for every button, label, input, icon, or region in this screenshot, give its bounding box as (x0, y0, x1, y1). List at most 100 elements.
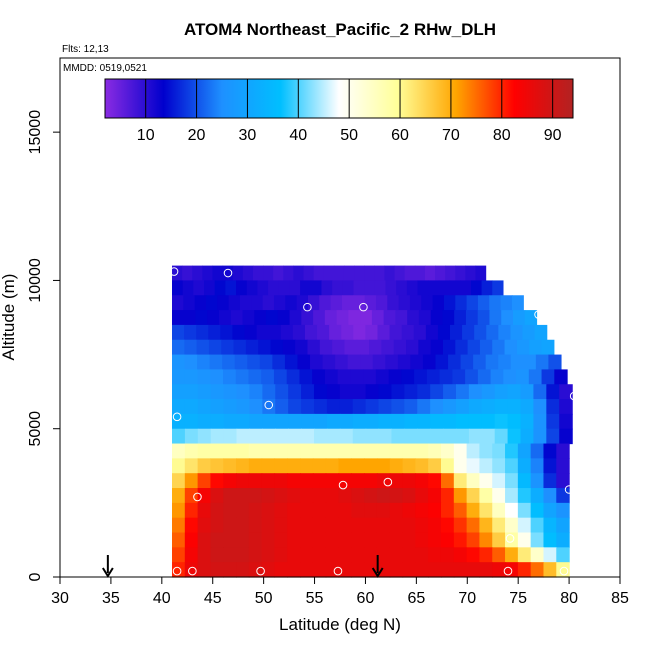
heatmap-cell (197, 562, 212, 578)
sample-point (223, 268, 233, 278)
heatmap-cell (172, 532, 186, 548)
heatmap-cell (533, 413, 547, 430)
heatmap-cell (533, 399, 547, 415)
heatmap-cell (453, 488, 468, 504)
heatmap-cell (364, 488, 378, 504)
heatmap-cell (360, 354, 374, 370)
heatmap-cell (202, 265, 214, 282)
heatmap-cell (268, 280, 280, 296)
heatmap-cell (559, 413, 573, 430)
heatmap-cell (172, 339, 185, 356)
heatmap-cell (520, 399, 535, 415)
colorbar-tick-label: 20 (188, 127, 206, 144)
heatmap-cell (282, 339, 296, 356)
heatmap-cell (273, 295, 286, 311)
heatmap-cell (435, 354, 449, 370)
heatmap-cell (389, 517, 404, 534)
heatmap-cell (546, 413, 560, 430)
heatmap-cell (210, 488, 224, 504)
heatmap-cell (533, 384, 547, 400)
heatmap-cell (312, 502, 327, 519)
heatmap-cell (449, 324, 463, 341)
heatmap-cell (556, 443, 570, 459)
heatmap-cell (428, 547, 442, 563)
heatmap-cell (256, 324, 270, 341)
sample-point (534, 310, 543, 319)
heatmap-cell (312, 562, 327, 578)
heatmap-cell (543, 502, 557, 519)
heatmap-cell (559, 384, 573, 400)
heatmap-cell (492, 547, 506, 563)
heatmap-cell (313, 384, 328, 400)
heatmap-cell (299, 369, 313, 385)
heatmap-cell (338, 547, 352, 563)
heatmap-cell (184, 354, 198, 370)
heatmap-cell (236, 473, 250, 489)
heatmap-cell (283, 265, 294, 282)
heatmap-cell (324, 369, 339, 385)
heatmap-cell (391, 428, 405, 445)
heatmap-cell (530, 547, 545, 563)
heatmap-cell (183, 295, 196, 311)
colorbar-tick-label: 30 (239, 127, 257, 144)
heatmap-cell (210, 443, 224, 459)
heatmap-cell (245, 339, 259, 356)
heatmap-cell (556, 502, 570, 519)
colorbar-tick-label: 40 (289, 127, 307, 144)
heatmap-cell (530, 502, 545, 519)
heatmap-cell (321, 280, 333, 296)
heatmap-cell (319, 295, 332, 311)
heatmap-cell (244, 324, 258, 341)
heatmap-cell (270, 339, 284, 356)
heatmap-cell (430, 413, 444, 430)
heatmap-cell (453, 473, 468, 489)
heatmap-cell (529, 339, 543, 356)
heatmap-cell (313, 413, 328, 430)
heatmap-cell (520, 428, 535, 445)
sample-point (505, 534, 515, 543)
heatmap-cell (350, 369, 364, 385)
heatmap-cell (184, 413, 199, 430)
flights-label: Flts: 12,13 (62, 44, 109, 55)
heatmap-cell (274, 502, 288, 519)
heatmap-cell (261, 547, 276, 563)
heatmap-cell (415, 502, 429, 519)
heatmap-cell (360, 310, 373, 326)
heatmap-cell (505, 547, 519, 563)
heatmap-cell (543, 443, 557, 459)
heatmap-cell (530, 488, 545, 504)
heatmap-cell (197, 384, 212, 400)
heatmap-cell (389, 502, 404, 519)
heatmap-cell (338, 488, 352, 504)
heatmap-cell (516, 339, 530, 356)
heatmap-cell (232, 265, 244, 282)
heatmap-cell (172, 280, 184, 296)
heatmap-cell (325, 532, 340, 548)
heatmap-cell (288, 399, 302, 415)
sample-point (359, 302, 368, 312)
heatmap-cell (453, 443, 468, 459)
heatmap-cell (440, 502, 455, 519)
sample-point (564, 485, 574, 494)
heatmap-cell (479, 502, 493, 519)
heatmap-cell (455, 295, 468, 311)
heatmap-cell (248, 532, 263, 548)
heatmap-cell (297, 354, 311, 370)
heatmap-cell (234, 354, 248, 370)
heatmap-cell (172, 295, 184, 311)
heatmap-cell (397, 354, 411, 370)
heatmap-cell (353, 295, 366, 311)
heatmap-cell (554, 369, 568, 385)
heatmap-cell (415, 562, 429, 578)
heatmap-cell (287, 473, 301, 489)
heatmap-cell (541, 369, 555, 385)
heatmap-cell (398, 295, 411, 311)
heatmap-cell (312, 458, 327, 474)
heatmap-cell (485, 354, 499, 370)
heatmap-cell (363, 369, 377, 385)
heatmap-cell (278, 280, 291, 296)
heatmap-cell (307, 295, 320, 311)
heatmap-cell (501, 310, 514, 326)
heatmap-cell (194, 295, 207, 311)
heatmap-cell (197, 413, 212, 430)
